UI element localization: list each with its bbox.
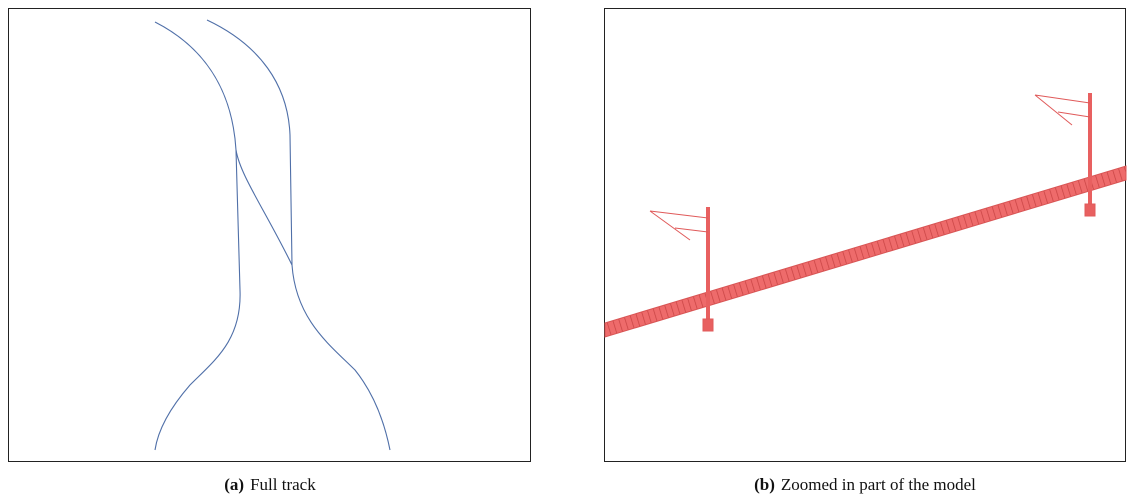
mast-pole — [706, 207, 710, 322]
caption-text: Full track — [250, 475, 316, 494]
figure: (a) Full track (b) Zoomed in part of the m… — [0, 0, 1134, 498]
panel-a — [9, 9, 531, 462]
panel-b — [605, 9, 1127, 462]
mast-pole — [1088, 93, 1092, 208]
caption: (a) Full track — [224, 475, 316, 494]
page: (a) Full track (b) Zoomed in part of the m… — [0, 0, 1134, 498]
caption: (b) Zoomed in part of the model — [754, 475, 976, 494]
panel-frame — [9, 9, 531, 462]
caption-text: Zoomed in part of the model — [781, 475, 976, 494]
mast-base — [1085, 204, 1095, 216]
mast-base — [703, 319, 713, 331]
panel-label: (a) — [224, 475, 244, 494]
panel-label: (b) — [754, 475, 775, 494]
